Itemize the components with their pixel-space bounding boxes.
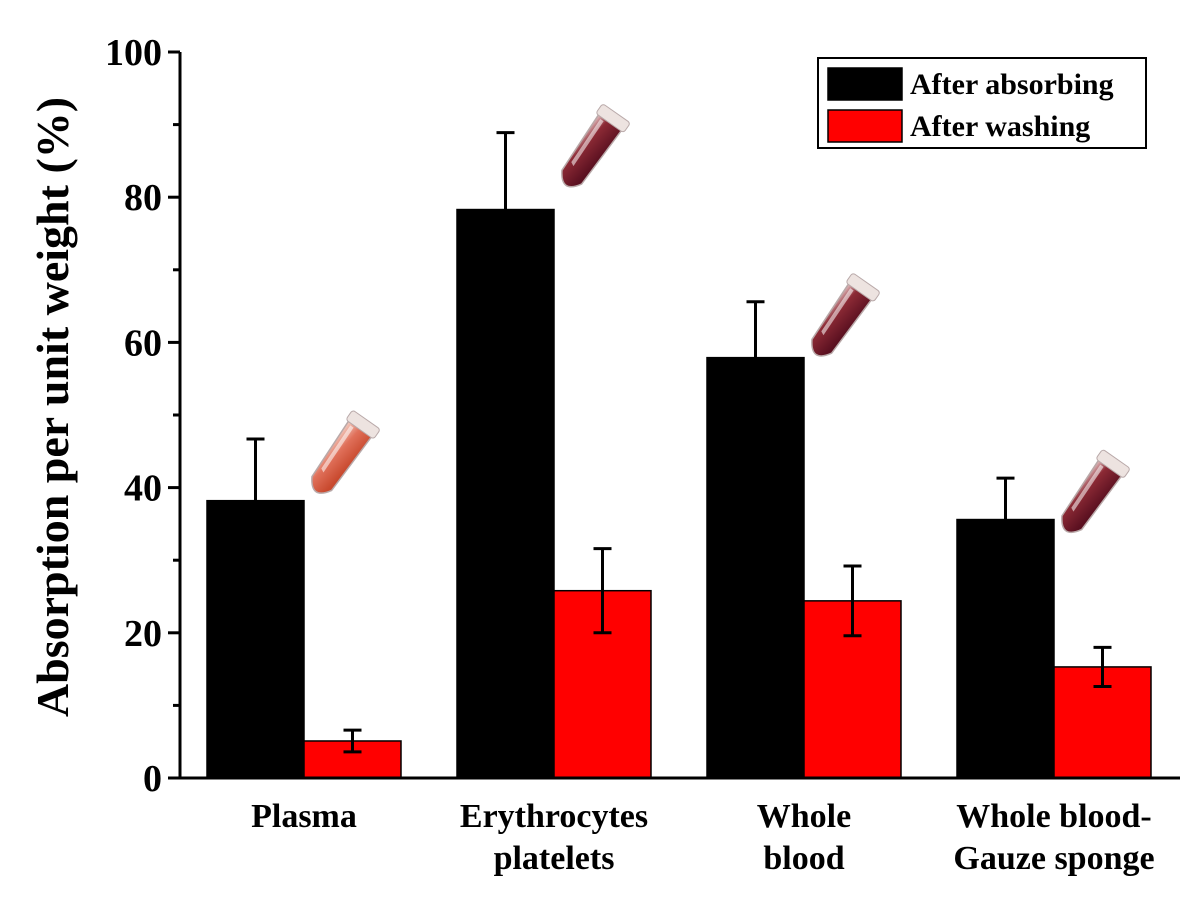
x-category-label-line: Gauze sponge: [953, 840, 1154, 877]
tube-body: [1061, 456, 1125, 534]
gauze-blood-tube-icon: [1061, 449, 1130, 534]
tube-highlight: [321, 425, 354, 473]
x-category-label-line: Whole: [757, 798, 851, 835]
erythrocytes-tube-icon: [561, 104, 630, 188]
whole-blood-tube-icon: [811, 273, 880, 357]
x-category-label-line: Plasma: [251, 798, 357, 835]
tube-highlight: [571, 118, 604, 167]
bar-after-absorbing: [956, 518, 1055, 779]
plasma-tube-icon: [311, 410, 380, 494]
tube-highlight: [1071, 464, 1104, 512]
y-tick-label: 0: [143, 758, 162, 800]
legend: After absorbing After washing: [817, 57, 1147, 149]
tube-highlight: [821, 288, 854, 336]
x-category-label: Plasma: [251, 798, 357, 835]
bar-after-absorbing: [706, 356, 805, 779]
tube-body: [561, 110, 625, 188]
tube-body: [811, 279, 875, 357]
x-category-label: Whole blood: [757, 798, 851, 877]
y-tick-label: 100: [105, 32, 162, 74]
tube-body: [311, 417, 375, 494]
legend-label-after-absorbing: After absorbing: [910, 68, 1114, 101]
x-category-label-line: blood: [763, 840, 844, 877]
chart-marks: [206, 131, 1152, 779]
bar-after-absorbing: [456, 208, 555, 779]
legend-swatch-after-absorbing: [827, 67, 903, 101]
x-category-label: Erythrocytes platelets: [460, 798, 648, 877]
y-tick-label: 40: [124, 468, 162, 510]
legend-swatch-after-washing: [827, 109, 903, 143]
y-tick-label: 80: [124, 177, 162, 219]
y-tick-label: 60: [124, 322, 162, 364]
x-category-label-line: Erythrocytes: [460, 798, 648, 835]
y-tick-label: 20: [124, 613, 162, 655]
y-axis-label: Absorption per unit weight (%): [27, 97, 78, 717]
bar-after-absorbing: [206, 499, 305, 779]
legend-label-after-washing: After washing: [910, 110, 1090, 143]
tube-cap: [596, 104, 630, 133]
tube-cap: [846, 273, 880, 302]
x-category-label-line: Whole blood-: [956, 798, 1152, 835]
x-category-label: Whole blood- Gauze sponge: [953, 798, 1154, 877]
x-category-label-line: platelets: [494, 840, 615, 877]
tube-cap: [1096, 449, 1130, 478]
tube-images: [311, 104, 1130, 534]
axes: 0 20 40 60 80 100 Plasma Erythrocytes platelets W…: [105, 32, 1180, 877]
tube-cap: [346, 410, 380, 439]
